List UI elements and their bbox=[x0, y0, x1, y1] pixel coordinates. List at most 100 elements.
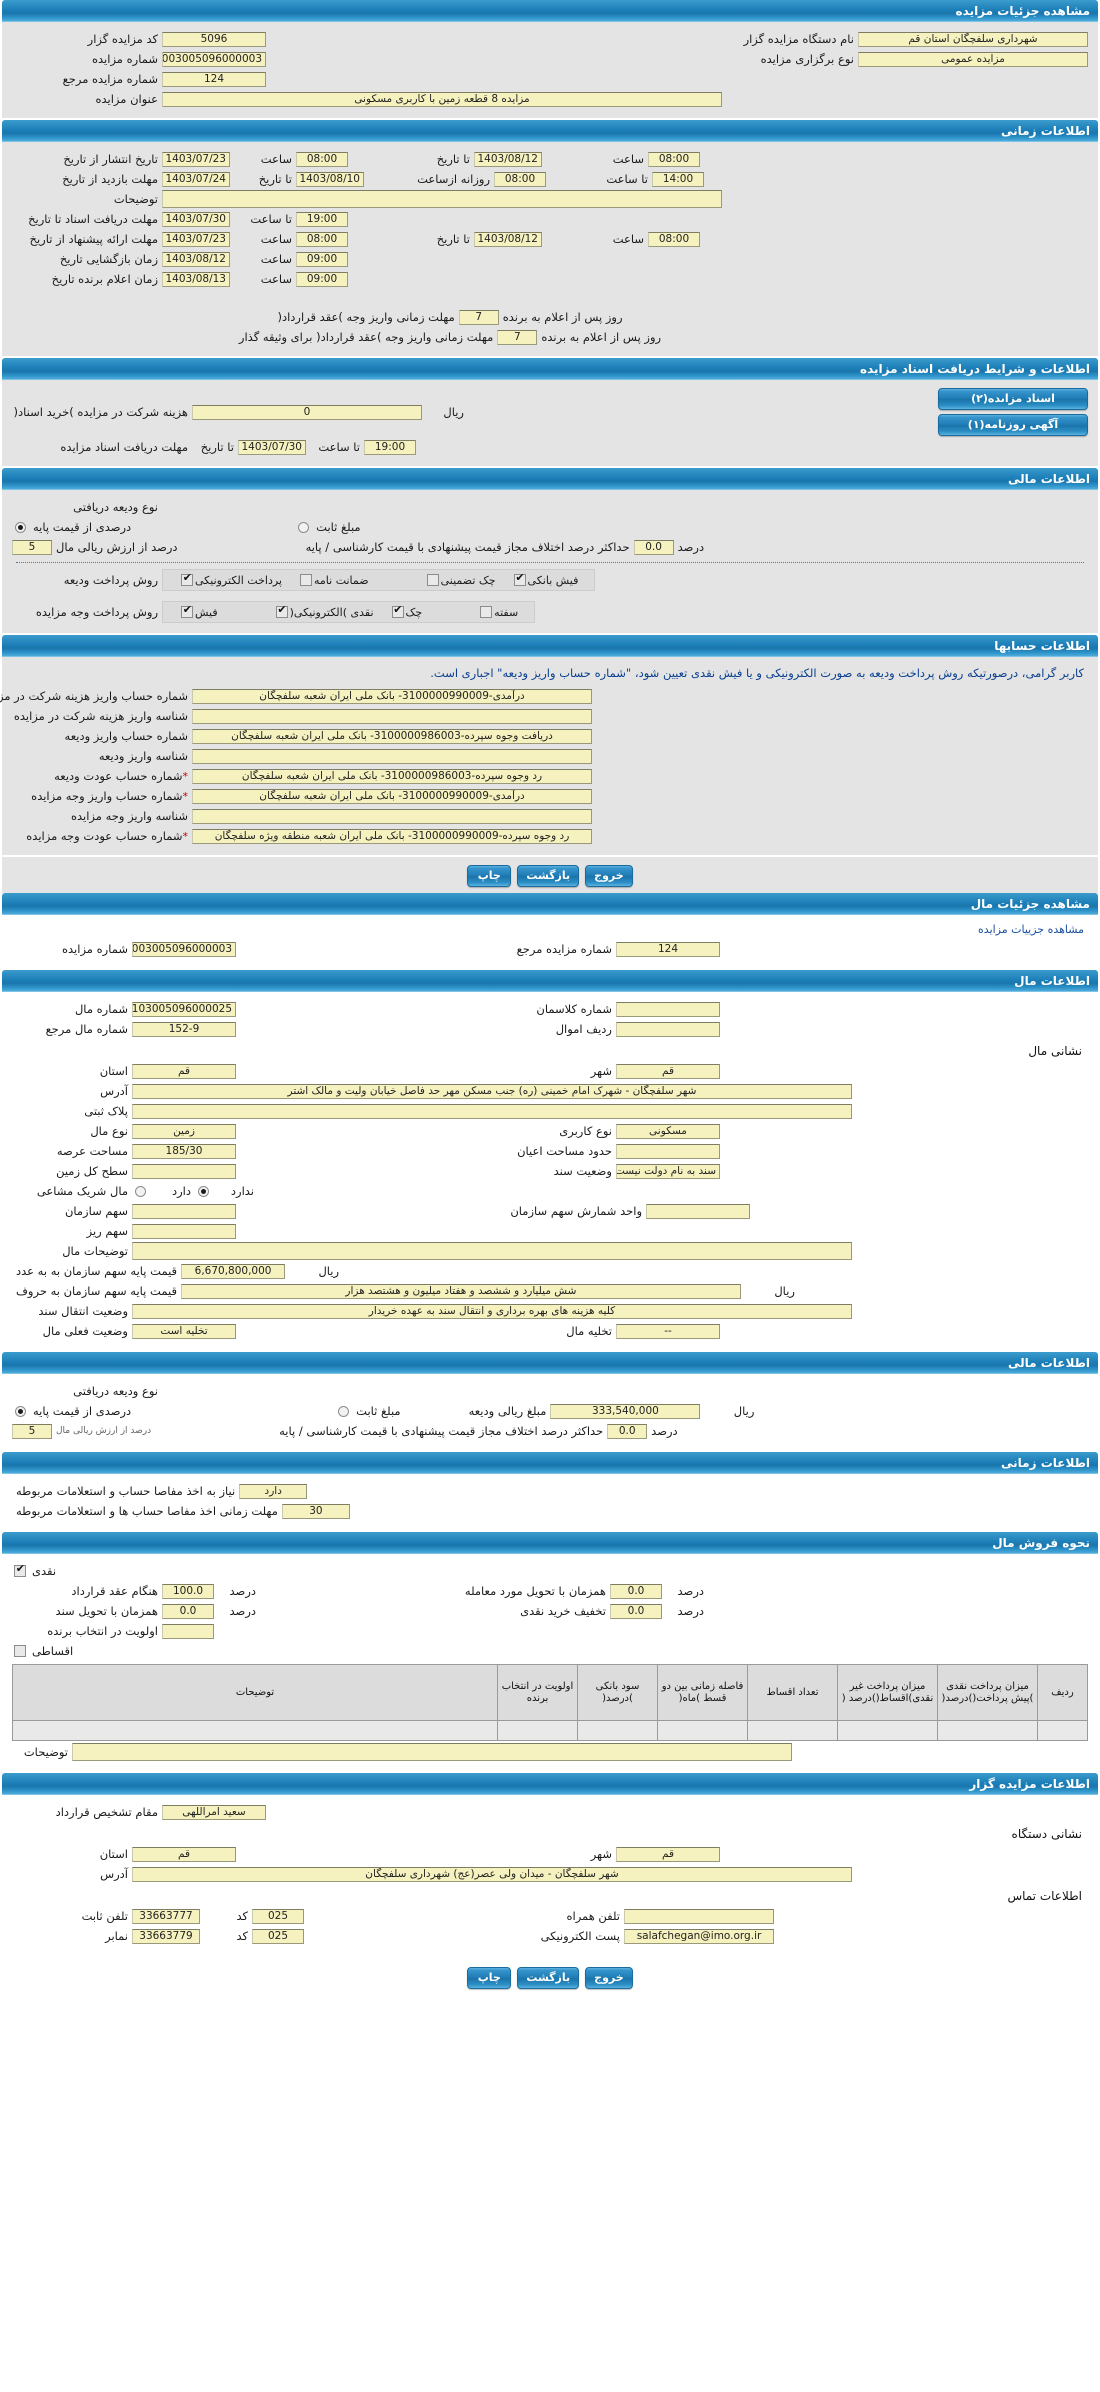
label-offer-from: مهلت ارائه پیشنهاد از تاریخ bbox=[29, 232, 158, 246]
panel-time-info: تاریخ انتشار از تاریخ 1403/07/23 ساعت 08… bbox=[2, 142, 1098, 356]
checkbox-item-check[interactable]: چک bbox=[390, 604, 422, 619]
label-email: پست الکترونیکی bbox=[540, 1929, 620, 1943]
value-opening-date: 1403/08/12 bbox=[162, 251, 230, 267]
col-cash-percent: میزان پرداخت نقدی )پیش پرداخت()درصد( bbox=[937, 1664, 1038, 1721]
row-deposit-type: نوع ودیعه دریافتی bbox=[12, 498, 1088, 516]
label-cash-electronic: نقدی )الکترونیکی( bbox=[289, 605, 374, 619]
required-asterisk: * bbox=[182, 830, 189, 843]
checkbox-item-electronic-payment[interactable]: پرداخت الکترونیکی bbox=[179, 572, 282, 587]
label-publish-from: تاریخ انتشار از تاریخ bbox=[63, 152, 158, 166]
installment-table: ردیف میزان پرداخت نقدی )پیش پرداخت()درصد… bbox=[12, 1664, 1088, 1741]
section-header-property-financial: اطلاعات مالی bbox=[2, 1352, 1098, 1374]
row-property-deposit-options: درصدی از قیمت پایه مبلغ ثابت مبلغ ریالی … bbox=[12, 1402, 1088, 1420]
print-button-bottom[interactable]: چاپ bbox=[467, 1967, 512, 1989]
label-auction-subject: عنوان مزایده bbox=[95, 92, 158, 106]
value-contract-authority: سعید امراللهی bbox=[162, 1804, 266, 1820]
label-base-price-currency: ریال bbox=[318, 1264, 340, 1278]
label-account-deposit: شماره حساب واریز ودیعه bbox=[64, 729, 188, 743]
checkbox-check[interactable] bbox=[391, 604, 404, 618]
label-auction-number: شماره مزایده bbox=[92, 52, 158, 66]
newspaper-ad-button[interactable]: آگهی روزنامه(۱) bbox=[938, 414, 1088, 436]
label-docs-receive-deadline: مهلت دریافت اسناد مزایده bbox=[60, 440, 188, 454]
label-percent-of-base: درصدی از قیمت پایه bbox=[33, 520, 132, 534]
row-time-description: توضیحات bbox=[12, 190, 1088, 208]
print-button-middle[interactable]: چاپ bbox=[467, 865, 512, 887]
account-row: شناسه واریز وجه مزایده bbox=[12, 807, 1088, 825]
radio-percent-of-base[interactable] bbox=[15, 521, 26, 533]
label-fax-code: کد bbox=[236, 1929, 248, 1943]
checkbox-receipt[interactable] bbox=[181, 604, 193, 618]
row-opening-time: زمان بازگشایی تاریخ 1403/08/12 ساعت 09:0… bbox=[12, 250, 1088, 268]
value-cash-discount: 0.0 bbox=[610, 1603, 662, 1619]
checkbox-item-certified-check[interactable]: چک تضمینی bbox=[425, 574, 496, 587]
installment-table-row bbox=[12, 1720, 1088, 1741]
panel-property-financial: نوع ودیعه دریافتی درصدی از قیمت پایه مبل… bbox=[2, 1374, 1098, 1450]
cell-installment-count bbox=[747, 1720, 838, 1741]
section-header-sale-method: نحوه فروش مال bbox=[2, 1532, 1098, 1554]
back-button-middle[interactable]: بازگشت bbox=[517, 865, 580, 887]
label-city: شهر bbox=[590, 1064, 612, 1078]
label-auctioneer-province: استان bbox=[99, 1847, 128, 1861]
checkbox-guarantee-letter[interactable] bbox=[300, 574, 312, 586]
view-auction-details-link[interactable]: مشاهده جزییات مزایده bbox=[978, 923, 1084, 936]
checkbox-cash-electronic[interactable] bbox=[275, 604, 288, 618]
checkbox-item-guarantee-letter[interactable]: ضمانت نامه bbox=[298, 574, 369, 587]
label-transfer-status: وضعیت انتقال سند bbox=[38, 1304, 128, 1318]
radio-shared-none[interactable] bbox=[198, 1185, 209, 1197]
value-org-share-unit bbox=[646, 1203, 750, 1219]
checkbox-electronic-payment[interactable] bbox=[181, 572, 193, 586]
radio-shared-has[interactable] bbox=[135, 1185, 146, 1197]
auction-details-page: مشاهده جزئیات مزایده کد مزایده گزار 5096… bbox=[0, 0, 1100, 2003]
value-docs-deadline-date: 1403/07/30 bbox=[162, 211, 230, 227]
account-row: شماره حساب واریز هزینه شرکت در مزایده در… bbox=[0, 687, 1088, 705]
checkbox-item-receipt[interactable]: فیش bbox=[179, 604, 218, 619]
value-transfer-status: کلیه هزینه های بهره برداری و انتقال سند … bbox=[132, 1303, 852, 1319]
row-org-share: سهم سازمان واحد شمارش سهم سازمان bbox=[12, 1202, 1088, 1220]
value-property-deposit-percent: 5 bbox=[12, 1423, 52, 1439]
exit-button-middle[interactable]: خروج bbox=[585, 865, 633, 887]
checkbox-cash-sale[interactable] bbox=[14, 1563, 26, 1577]
label-base-price: قیمت پایه سهم سازمان به به عدد bbox=[16, 1264, 178, 1278]
radio-property-fixed-amount[interactable] bbox=[338, 1405, 350, 1417]
checkbox-item-cash-electronic[interactable]: نقدی )الکترونیکی( bbox=[274, 604, 374, 619]
label-property-type: نوع مال bbox=[90, 1124, 128, 1138]
value-max-diff: 0.0 bbox=[633, 539, 674, 555]
value-docs-deadline-date2: 1403/07/30 bbox=[238, 439, 306, 455]
row-contract-authority: مقام تشخیص قرارداد سعید امراللهی bbox=[12, 1803, 1088, 1821]
checkbox-certified-check[interactable] bbox=[426, 574, 439, 586]
radio-property-percent-of-base[interactable] bbox=[15, 1405, 26, 1417]
label-shared-none: ندارد bbox=[230, 1184, 254, 1198]
radio-fixed-amount[interactable] bbox=[298, 521, 310, 533]
label-offer-to: تا تاریخ bbox=[436, 232, 470, 246]
back-button-bottom[interactable]: بازگشت bbox=[517, 1967, 580, 1989]
checkbox-promissory-note[interactable] bbox=[480, 606, 493, 618]
checkbox-installment-sale[interactable] bbox=[14, 1645, 26, 1657]
value-at-transaction: 0.0 bbox=[610, 1583, 662, 1599]
checkbox-bank-receipt[interactable] bbox=[513, 572, 526, 586]
row-auctioneer-address: آدرس شهر سلفچگان - میدان ولی عصر(عج) شهر… bbox=[12, 1865, 1088, 1883]
label-total-land: سطح کل زمین bbox=[56, 1164, 128, 1178]
required-asterisk: * bbox=[182, 770, 189, 783]
account-row: شماره حساب واریز ودیعه دریافت وجوه سپرده… bbox=[12, 727, 1088, 745]
label-account-deposit-return: *شماره حساب عودت ودیعه bbox=[54, 769, 189, 783]
section-header-property-info: اطلاعات مال bbox=[2, 970, 1098, 992]
row-percent-value: 5 درصد از ارزش ریالی مال حداکثر درصد اخت… bbox=[12, 538, 1088, 556]
panel-auction-details: کد مزایده گزار 5096 نام دستگاه مزایده گز… bbox=[2, 22, 1098, 118]
cell-interval-months bbox=[657, 1720, 748, 1741]
label-at-delivery-suffix: درصد bbox=[229, 1604, 256, 1618]
row-province-city: استان قم شهر قم bbox=[12, 1062, 1088, 1080]
value-account-auction-payment: درآمدی-3100000990009- بانک ملی ایران شعب… bbox=[192, 788, 592, 804]
checkbox-item-bank-receipt[interactable]: فیش بانکی bbox=[512, 572, 578, 587]
group-title-device-address: نشانی دستگاه bbox=[1011, 1827, 1082, 1841]
label-property-auction-number: شماره مزایده bbox=[62, 942, 128, 956]
value-phone-code: 025 bbox=[252, 1908, 304, 1924]
value-city: قم bbox=[616, 1063, 720, 1079]
label-phone-code: کد bbox=[236, 1909, 248, 1923]
label-org-share: سهم سازمان bbox=[64, 1204, 128, 1218]
row-auctioneer-province-city: استان قم شهر قم bbox=[12, 1845, 1088, 1863]
auction-documents-button[interactable]: اسناد مزاىده(۲) bbox=[938, 388, 1088, 410]
row-clearance-days: مهلت زمانی اخذ مفاصا حساب ها و استعلامات… bbox=[12, 1502, 1088, 1520]
row-auction-code: کد مزایده گزار 5096 نام دستگاه مزایده گز… bbox=[12, 30, 1088, 48]
checkbox-item-promissory-note[interactable]: سفته bbox=[478, 606, 518, 619]
exit-button-bottom[interactable]: خروج bbox=[585, 1967, 633, 1989]
